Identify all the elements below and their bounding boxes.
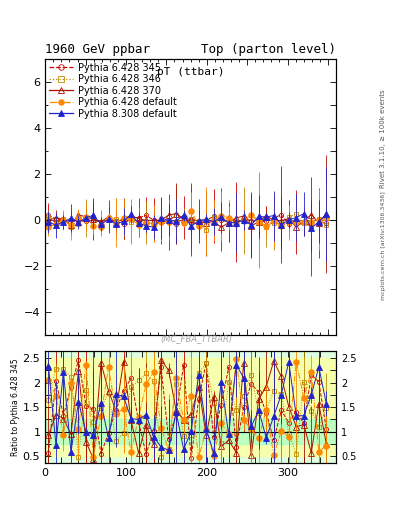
Text: pT (ttbar): pT (ttbar): [157, 67, 224, 77]
Text: (MC_FBA_TTBAR): (MC_FBA_TTBAR): [160, 334, 233, 343]
Text: Rivet 3.1.10, ≥ 100k events: Rivet 3.1.10, ≥ 100k events: [380, 89, 386, 187]
Legend: Pythia 6.428 345, Pythia 6.428 346, Pythia 6.428 370, Pythia 6.428 default, Pyth: Pythia 6.428 345, Pythia 6.428 346, Pyth…: [48, 62, 178, 120]
Text: mcplots.cern.ch [arXiv:1306.3436]: mcplots.cern.ch [arXiv:1306.3436]: [381, 191, 386, 300]
Text: Top (parton level): Top (parton level): [201, 44, 336, 56]
Text: 1960 GeV ppbar: 1960 GeV ppbar: [45, 44, 150, 56]
Y-axis label: Ratio to Pythia 6.428 345: Ratio to Pythia 6.428 345: [11, 358, 20, 456]
